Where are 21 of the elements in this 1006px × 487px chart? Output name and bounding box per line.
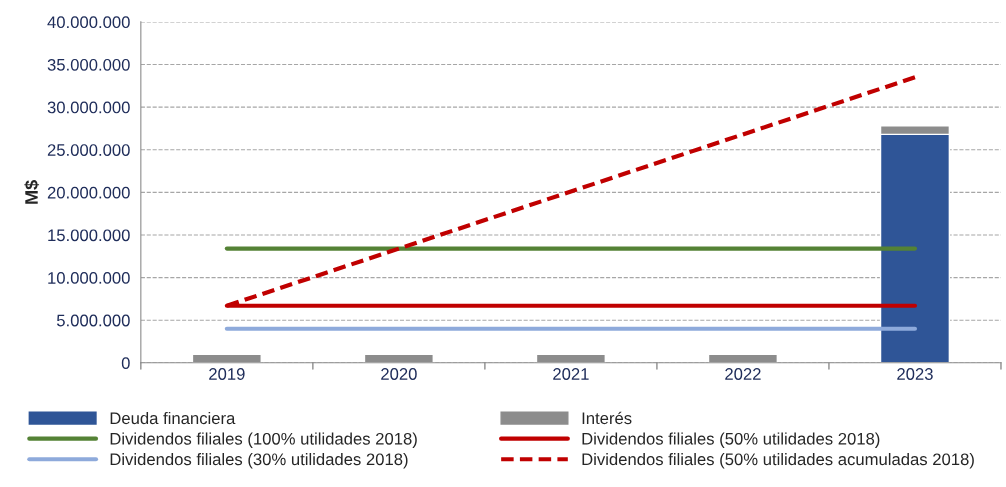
y-tick-label: 30.000.000 [47,101,130,114]
y-tick-label: 5.000.000 [56,314,130,327]
y-tick-label: 10.000.000 [48,271,130,284]
y-tick-label: 20.000.000 [47,186,130,199]
y-axis-title: M$ [24,180,40,204]
legend-label: Dividendos filiales (30% utilidades 2018) [110,452,408,469]
legend-label: Interés [582,411,632,425]
legend-label: Dividendos filiales (50% utilidades acumuladas 2018) [582,452,974,469]
x-tick-label: 2019 [209,368,245,380]
x-tick-label: 2022 [725,368,761,380]
y-tick-label: 40.000.000 [47,16,130,29]
x-tick-label: 2021 [553,368,589,380]
y-tick-label: 25.000.000 [47,144,130,156]
legend-label: Deuda financiera [110,411,236,425]
y-tick-label: 35.000.000 [47,58,130,71]
legend-label: Dividendos filiales (50% utilidades 2018) [582,432,880,448]
y-tick-label: 0 [121,357,130,370]
x-tick-label: 2020 [381,368,417,380]
legend-label: Dividendos filiales (100% utilidades 2018) [110,432,417,448]
x-tick-label: 2023 [897,368,933,380]
y-tick-label: 15.000.000 [48,229,130,242]
